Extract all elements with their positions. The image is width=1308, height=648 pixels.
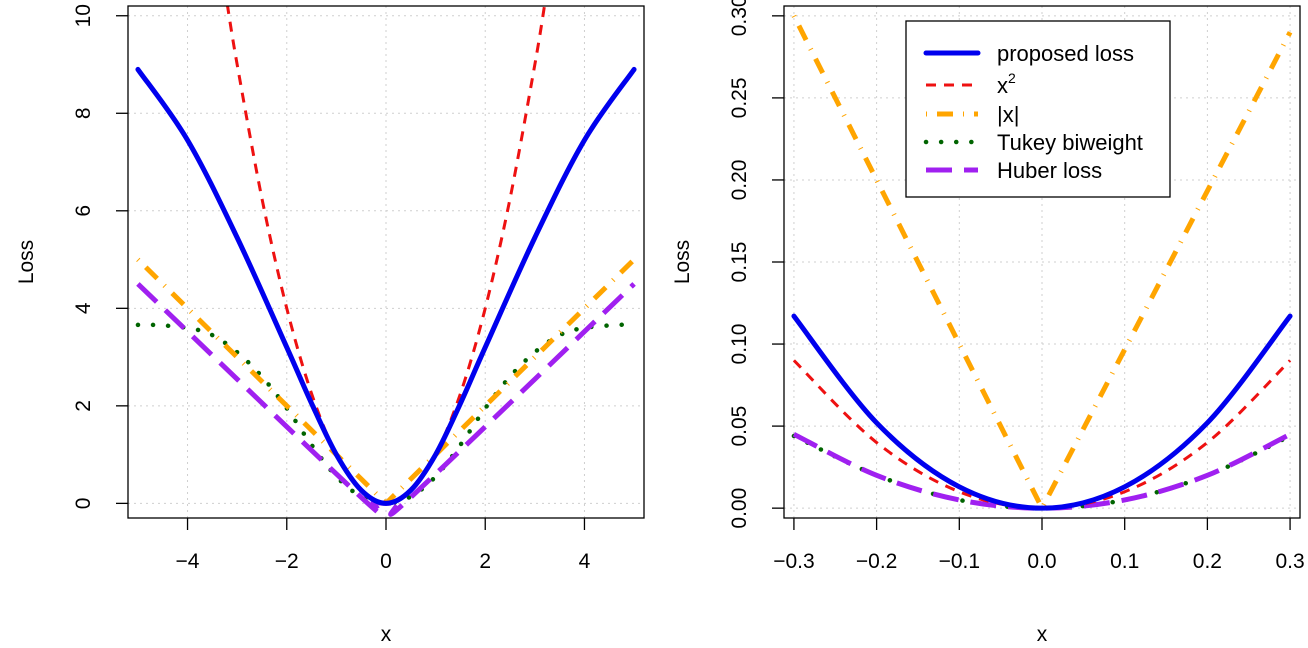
series-line-proposed-loss <box>791 313 1293 511</box>
x-tick-label: 0.3 <box>1275 550 1304 573</box>
legend-label-huber: Huber loss <box>997 158 1102 183</box>
legend-label-tukey: Tukey biweight <box>997 130 1143 155</box>
y-tick-label: 0.25 <box>728 77 751 118</box>
x-tick-label: −2 <box>275 550 299 573</box>
right-series <box>791 14 1293 511</box>
x-tick-label: 2 <box>479 550 491 573</box>
right-x-axis: −0.3 −0.2 −0.1 0.0 0.1 0.2 0.3 <box>773 518 1305 573</box>
left-plot-box <box>127 5 645 519</box>
left-y-axis: 0 2 4 6 8 10 <box>72 4 128 509</box>
series-line-proposed-loss <box>135 66 637 506</box>
x-tick-label: 4 <box>579 550 591 573</box>
series-line-x-2 <box>226 6 546 505</box>
y-tick-label: 0.30 <box>728 0 751 36</box>
series-line-huber-loss <box>792 432 1292 511</box>
x-tick-label: 0.1 <box>1110 550 1139 573</box>
x-tick-label: −0.3 <box>773 550 814 573</box>
x-tick-label: −0.1 <box>939 550 980 573</box>
y-tick-label: 0.05 <box>728 406 751 447</box>
y-tick-label: 2 <box>72 400 95 412</box>
x-tick-label: 0.0 <box>1027 550 1056 573</box>
x-tick-label: −4 <box>176 550 200 573</box>
legend-label-x2-base: x <box>997 73 1008 98</box>
legend-label-x2: x2 <box>997 70 1016 98</box>
series-line--x- <box>791 14 1293 511</box>
y-tick-label: 0 <box>72 498 95 510</box>
x-tick-label: 0 <box>380 550 392 573</box>
y-tick-label: 4 <box>72 302 95 314</box>
y-tick-label: 0.10 <box>728 324 751 365</box>
legend: proposed loss x2 |x| Tukey biweight Hube… <box>905 20 1171 198</box>
x-tick-label: −0.2 <box>856 550 897 573</box>
right-y-axis: 0.00 0.05 0.10 0.15 0.20 0.25 0.30 <box>728 0 784 529</box>
series-line--x- <box>136 257 636 506</box>
legend-label-x2-exp: 2 <box>1008 70 1016 86</box>
left-x-axis: −4 −2 0 2 4 <box>176 518 591 573</box>
left-grid <box>128 6 644 518</box>
left-series <box>135 6 637 517</box>
left-panel: −4 −2 0 2 4 0 2 4 6 8 10 x Loss <box>15 4 645 646</box>
y-tick-label: 0.20 <box>728 160 751 201</box>
left-y-label: Loss <box>15 240 38 284</box>
y-tick-label: 0.00 <box>728 488 751 529</box>
legend-label-proposed: proposed loss <box>997 41 1134 66</box>
y-tick-label: 0.15 <box>728 242 751 283</box>
left-x-label: x <box>381 623 392 646</box>
x-tick-label: 0.2 <box>1193 550 1222 573</box>
y-tick-label: 10 <box>72 4 95 27</box>
y-tick-label: 6 <box>72 205 95 217</box>
right-x-label: x <box>1037 623 1048 646</box>
right-y-label: Loss <box>671 240 694 284</box>
y-tick-label: 8 <box>72 107 95 119</box>
legend-label-abs: |x| <box>997 102 1019 127</box>
